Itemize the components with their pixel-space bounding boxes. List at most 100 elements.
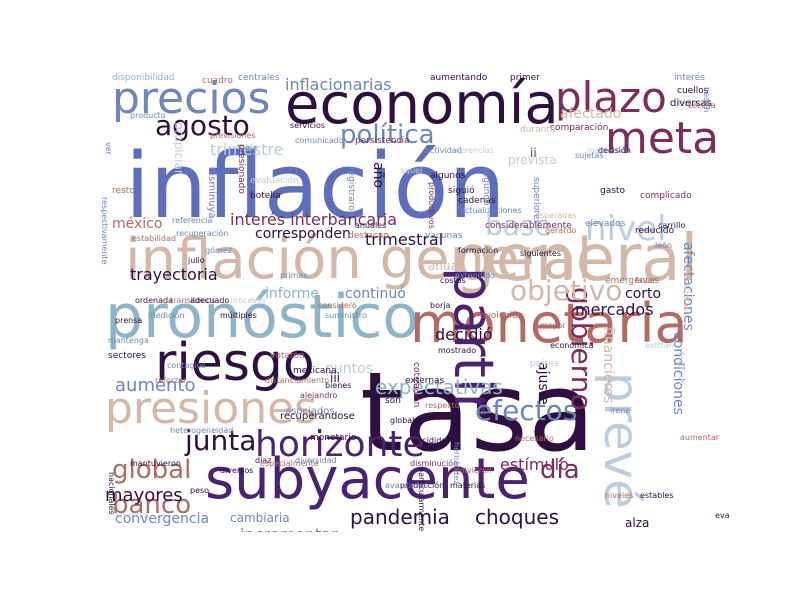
cloud-word: incidido	[415, 436, 447, 445]
cloud-word: convergencia	[115, 511, 210, 527]
cloud-word: respecto	[425, 401, 460, 410]
cloud-word: expectativas	[375, 375, 503, 399]
cloud-word: año	[370, 162, 386, 189]
cloud-word: trimestral	[365, 230, 444, 249]
cloud-word: disminuya	[206, 167, 217, 219]
cloud-word: disminución	[410, 459, 459, 468]
cloud-word: suministro	[325, 311, 367, 320]
cloud-word: díaz	[255, 456, 272, 465]
cloud-word: medición	[148, 311, 185, 320]
cloud-word: asociados	[285, 406, 335, 417]
cloud-word: pronóstico	[105, 282, 420, 352]
cloud-word: factores	[677, 352, 686, 385]
cloud-word: ii	[530, 146, 537, 160]
cloud-word: volvieron	[455, 466, 492, 475]
cloud-word: diversos	[220, 466, 254, 475]
cloud-word: borja	[430, 301, 451, 310]
cloud-word: económica	[550, 341, 594, 350]
cloud-word: ver	[104, 142, 113, 155]
cloud-word: mayores	[105, 485, 183, 506]
cloud-word: estímulo	[500, 455, 569, 474]
cloud-word: diferencias	[450, 146, 494, 155]
cloud-word: informe	[265, 286, 320, 302]
cloud-word: bienes	[325, 381, 352, 390]
cloud-word: hernández	[452, 442, 461, 485]
cloud-word: considero	[318, 301, 357, 310]
cloud-word: plazo	[555, 73, 667, 122]
cloud-word: tasa	[360, 348, 596, 476]
cloud-word: trayectoria	[130, 265, 218, 284]
cloud-word: prevista	[508, 153, 557, 167]
cloud-word: carrillo	[658, 221, 686, 230]
cloud-word: prensa	[115, 316, 143, 325]
cloud-word: estabilidad	[132, 234, 176, 243]
cloud-word: cadenas	[458, 196, 496, 206]
cloud-word: subyacente	[205, 447, 530, 512]
cloud-word: general	[455, 222, 699, 296]
cloud-word: efectos	[475, 394, 578, 427]
cloud-word: nacionales	[107, 472, 116, 515]
cloud-word: inflacionarias	[285, 75, 392, 94]
cloud-word: economía	[285, 72, 559, 137]
cloud-word: siguió	[448, 186, 475, 196]
cloud-word: existan	[645, 341, 675, 350]
cloud-word: corresponden	[255, 226, 351, 242]
cloud-word: monetario	[310, 433, 357, 443]
cloud-word: previsiones	[210, 131, 256, 140]
cloud-word: recuperándose	[280, 411, 355, 422]
cloud-word: evaluará	[715, 511, 730, 520]
cloud-word: actualizaciones	[460, 206, 522, 215]
cloud-word: agosto	[155, 109, 250, 142]
cloud-word: esperadas	[535, 211, 577, 220]
cloud-word: emergentes	[605, 276, 660, 286]
cloud-word: elevados	[585, 219, 626, 229]
cloud-word: producción	[400, 481, 445, 490]
cloud-word: presiones	[105, 383, 318, 434]
cloud-word: mostrado	[438, 346, 477, 355]
cloud-word: alejandro	[300, 391, 338, 400]
cloud-word: mexicana	[293, 366, 337, 376]
cloud-word: reducido	[635, 226, 675, 236]
cloud-word: corto	[625, 286, 662, 302]
cloud-word: puntos	[325, 361, 373, 377]
cloud-word: botella	[250, 191, 281, 201]
cloud-word: iii	[330, 371, 341, 385]
word-cloud: inflación tasa economía general inflación ge…	[100, 72, 730, 532]
cloud-word: globales	[390, 416, 424, 425]
cloud-word: cuellos	[677, 86, 709, 96]
cloud-word: ordenada	[135, 296, 173, 305]
cloud-word: incrementar	[240, 527, 338, 533]
cloud-word: destacan	[348, 231, 390, 241]
cloud-word: diversidad	[295, 456, 337, 465]
cloud-word: holgura	[678, 99, 713, 109]
cloud-word: horizonte	[255, 424, 425, 465]
cloud-word: interés interbancaria	[230, 210, 398, 229]
cloud-word: riesgo	[155, 333, 315, 393]
cloud-word: anual	[428, 259, 462, 273]
cloud-word: múltiples	[220, 311, 257, 320]
cloud-word: cambiaria	[230, 511, 290, 525]
cloud-word: cuadro	[202, 76, 233, 86]
cloud-word: irene	[610, 406, 631, 415]
cloud-word: mantenga	[108, 336, 149, 345]
cloud-word: brecha	[688, 101, 716, 110]
cloud-word: decidió	[435, 325, 493, 344]
cloud-word: actividad	[425, 146, 462, 155]
cloud-word: junta	[185, 424, 257, 457]
cloud-word: primas	[280, 271, 308, 280]
cloud-word: diversas	[670, 98, 712, 109]
cloud-word: trimestre	[210, 140, 284, 159]
cloud-word: productivos	[427, 182, 436, 229]
cloud-word: inflación general	[125, 227, 593, 292]
cloud-word: considerablemente	[485, 221, 572, 231]
cloud-word: baja	[240, 143, 258, 152]
cloud-word: aquel	[400, 166, 423, 175]
cloud-word: gerardo	[545, 226, 577, 235]
cloud-word: anuncio	[115, 511, 147, 520]
cloud-word: primer	[510, 73, 540, 83]
cloud-word: especialmente	[260, 459, 319, 468]
cloud-word: gasto	[600, 186, 625, 196]
cloud-word: adecuado	[190, 296, 230, 305]
cloud-word: meta	[605, 113, 720, 164]
cloud-word: global	[112, 455, 192, 485]
